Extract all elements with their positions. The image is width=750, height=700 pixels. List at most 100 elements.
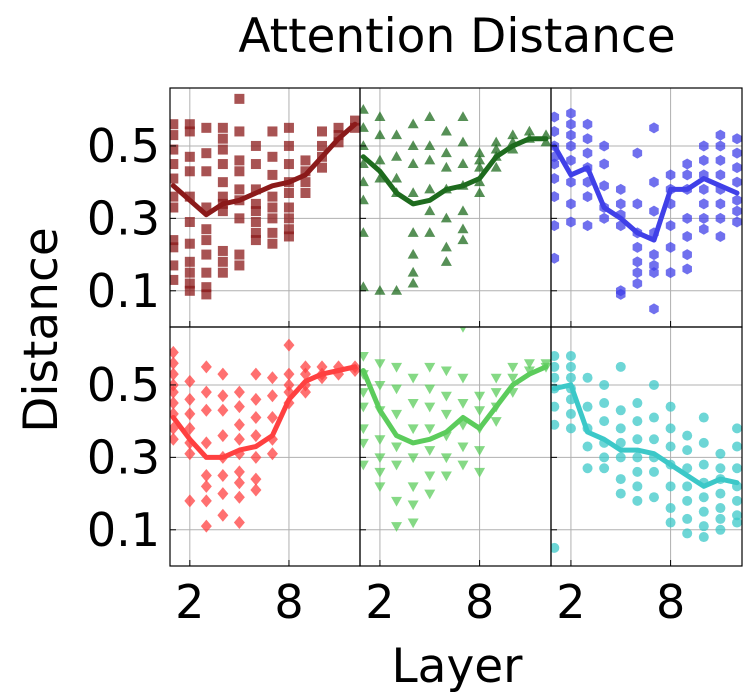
data-point [407,453,419,464]
y-tick-label: 0.1 [87,503,160,557]
data-point [599,180,609,192]
data-point [170,191,179,202]
data-point [391,151,403,161]
data-point [217,256,228,267]
data-point [250,140,261,151]
data-point [200,494,212,508]
data-point [582,147,593,159]
data-point [665,481,676,492]
data-point [407,373,419,384]
data-point [490,143,502,154]
data-point [217,206,228,217]
data-point [283,140,294,151]
data-point [217,508,229,522]
data-point [665,267,676,279]
data-point [170,260,179,271]
data-point [732,423,742,434]
data-point [184,285,195,296]
data-point [170,119,179,130]
data-point [200,479,212,493]
data-point [201,235,212,246]
data-point [267,191,278,202]
data-point [665,441,676,452]
y-tick-label: 0.5 [87,358,160,412]
panel-frame [550,326,743,567]
data-point [457,460,469,471]
data-point [648,412,659,423]
data-point [632,452,643,463]
data-point [440,409,452,420]
data-point [551,419,560,430]
data-point [715,198,726,210]
data-point [184,374,196,388]
data-point [374,154,386,165]
data-point [391,496,403,507]
data-point [233,476,245,490]
data-point [170,345,179,359]
y-axis-label: Distance [14,227,69,433]
data-point [565,350,576,361]
data-point [649,249,659,261]
data-point [715,169,726,181]
data-point [170,159,179,170]
y-tick-label: 0.1 [87,264,160,318]
data-point [317,140,327,151]
data-point [615,423,626,434]
data-point [424,154,436,165]
data-point [715,230,726,242]
data-point [698,437,709,448]
data-point [184,447,196,461]
data-point [407,399,419,409]
data-point [374,111,386,121]
data-point [715,140,726,152]
data-point [490,136,502,147]
data-point [632,198,643,210]
data-point [250,483,262,497]
data-point [407,227,419,237]
data-point [184,256,195,267]
data-point [407,266,419,277]
data-point [682,430,693,441]
data-point [360,103,369,114]
panel-1 [169,87,361,328]
data-point [599,452,610,463]
data-point [732,176,742,188]
data-point [184,151,195,162]
data-point [233,418,245,432]
data-point [566,198,576,210]
data-point [360,438,369,449]
data-point [184,494,196,508]
data-point [599,379,610,390]
data-point [457,158,469,169]
data-point [649,122,659,134]
data-point [540,136,551,147]
data-point [250,450,262,464]
data-point [699,183,709,195]
data-point [170,144,179,155]
data-point [250,429,262,443]
data-point [391,362,403,373]
x-tick-label: 2 [365,575,394,629]
data-point [360,460,369,471]
data-point [615,474,626,485]
data-point [490,161,502,172]
data-point [649,303,659,315]
data-point [217,487,229,501]
data-point [648,492,659,503]
data-point [523,366,535,377]
data-point [682,230,692,242]
data-point [374,285,386,295]
data-point [632,495,643,506]
panel-3 [550,87,743,328]
data-point [649,259,659,271]
data-point [566,176,576,188]
data-point [407,140,419,150]
data-point [424,471,436,482]
data-point [715,129,726,141]
data-point [217,389,229,403]
data-point [217,159,228,170]
data-point [217,468,229,482]
data-point [170,421,179,435]
data-point [599,463,610,474]
data-point [360,140,369,150]
